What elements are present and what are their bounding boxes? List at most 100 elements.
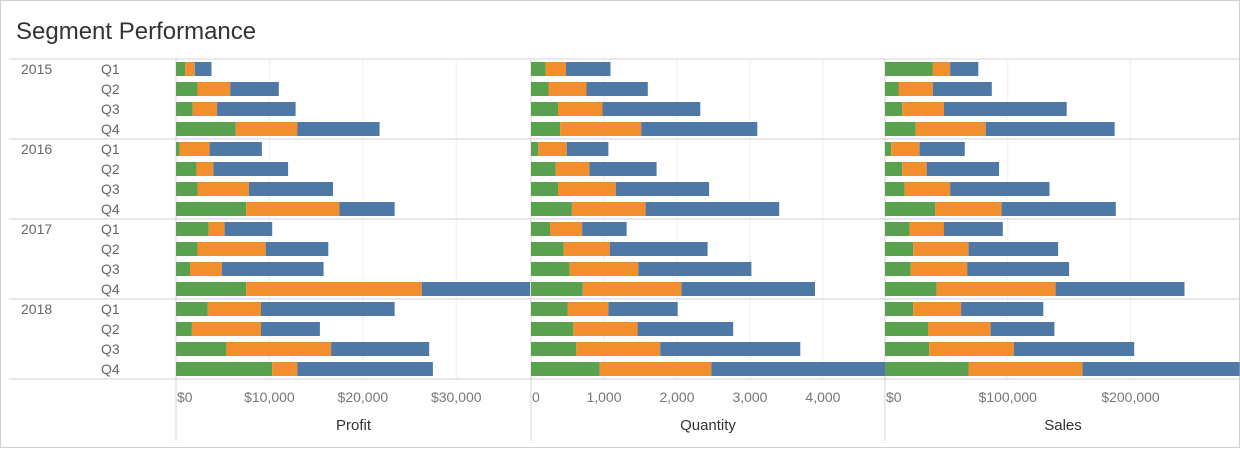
- bar-segment: [224, 222, 273, 236]
- bar-segment: [531, 202, 572, 216]
- bar-segment: [681, 282, 815, 296]
- tick-label: $10,000: [244, 389, 295, 405]
- bar-segment: [208, 222, 225, 236]
- axis-title: Sales: [1044, 417, 1082, 434]
- bar-segment: [1055, 282, 1185, 296]
- bar-segment: [943, 102, 1067, 116]
- bar-segment: [209, 142, 262, 156]
- bar-segment: [932, 82, 992, 96]
- tick-label: 2,000: [659, 389, 694, 405]
- tick-label: $20,000: [338, 389, 389, 405]
- bar-segment: [1001, 202, 1116, 216]
- bar-segment: [176, 242, 198, 256]
- bar-segment: [331, 342, 430, 356]
- bar-segment: [531, 282, 583, 296]
- bar-segment: [990, 322, 1055, 336]
- bar-segment: [967, 262, 1070, 276]
- bar-segment: [885, 142, 892, 156]
- bar-segment: [531, 322, 574, 336]
- bar-segment: [194, 62, 212, 76]
- bar-segment: [602, 102, 701, 116]
- bar-segment: [297, 122, 380, 136]
- bar-segment: [531, 162, 556, 176]
- year-label: 2017: [21, 221, 52, 237]
- bar-segment: [711, 362, 905, 376]
- bar-segment: [531, 82, 549, 96]
- bar-segment: [943, 222, 1003, 236]
- bar-segment: [272, 362, 298, 376]
- bar-segment: [885, 362, 969, 376]
- bar-segment: [641, 122, 758, 136]
- bar-segment: [885, 62, 933, 76]
- bar-segment: [531, 302, 568, 316]
- bar-segment: [950, 62, 979, 76]
- bar-segment: [904, 182, 950, 196]
- bar-segment: [176, 222, 209, 236]
- bar-segment: [926, 162, 1000, 176]
- bar-segment: [608, 302, 678, 316]
- tick-label: $30,000: [431, 389, 482, 405]
- bar-segment: [950, 182, 1050, 196]
- bar-segment: [909, 222, 944, 236]
- bar-segment: [196, 162, 214, 176]
- bar-segment: [885, 222, 910, 236]
- bar-segment: [929, 342, 1014, 356]
- bar-segment: [609, 242, 708, 256]
- bar-segment: [176, 162, 197, 176]
- bar-segment: [935, 202, 1002, 216]
- bar-segment: [185, 62, 195, 76]
- tick-label: 4,000: [805, 389, 840, 405]
- quarter-label: Q3: [101, 181, 120, 197]
- bar-segment: [176, 202, 247, 216]
- bar-segment: [192, 102, 218, 116]
- bar-segment: [913, 242, 969, 256]
- quarter-label: Q4: [101, 121, 120, 137]
- bar-segment: [531, 142, 539, 156]
- bar-segment: [176, 302, 208, 316]
- page-title: Segment Performance: [16, 18, 257, 45]
- bar-segment: [915, 122, 986, 136]
- bar-segment: [913, 302, 962, 316]
- bar-segment: [885, 122, 916, 136]
- bar-segment: [898, 82, 933, 96]
- bar-segment: [176, 122, 236, 136]
- bar-segment: [531, 242, 564, 256]
- quarter-label: Q4: [101, 281, 120, 297]
- bar-segment: [985, 122, 1115, 136]
- bar-segment: [660, 342, 801, 356]
- axis-title: Profit: [336, 417, 372, 434]
- quarter-label: Q3: [101, 101, 120, 117]
- bar-segment: [1013, 342, 1135, 356]
- bar-segment: [563, 242, 610, 256]
- panel-quantity: [531, 62, 905, 376]
- bar-segment: [567, 302, 609, 316]
- bar-segment: [910, 262, 968, 276]
- year-label: 2018: [21, 301, 52, 317]
- bar-segment: [902, 102, 944, 116]
- bar-segment: [885, 322, 928, 336]
- tick-label: 0: [532, 389, 540, 405]
- bar-segment: [531, 122, 561, 136]
- bar-segment: [246, 282, 422, 296]
- quarter-label: Q3: [101, 261, 120, 277]
- bar-segment: [885, 242, 914, 256]
- bar-segment: [558, 102, 603, 116]
- bar-segment: [885, 262, 911, 276]
- bar-segment: [297, 362, 433, 376]
- tick-label: $100,000: [979, 389, 1038, 405]
- bar-segment: [531, 102, 558, 116]
- bar-segment: [207, 302, 261, 316]
- bar-segment: [885, 102, 903, 116]
- quarter-label: Q2: [101, 161, 120, 177]
- bar-segment: [968, 242, 1059, 256]
- bar-segment: [176, 182, 198, 196]
- quarter-label: Q3: [101, 341, 120, 357]
- bar-segment: [566, 142, 609, 156]
- bar-segment: [176, 342, 227, 356]
- bar-segment: [265, 242, 329, 256]
- bar-segment: [190, 262, 222, 276]
- bar-segment: [176, 102, 193, 116]
- tick-label: 3,000: [732, 389, 767, 405]
